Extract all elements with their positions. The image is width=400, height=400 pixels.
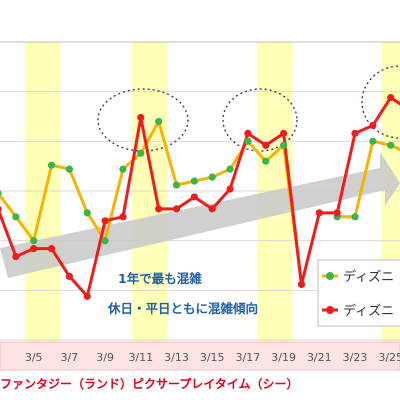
series-2-point (101, 217, 109, 225)
series-1-point (0, 189, 2, 196)
x-tick-label: 3/17 (236, 351, 261, 364)
x-tick-label: 3/15 (200, 351, 225, 364)
weekend-band-3-12 (149, 42, 168, 342)
highlight-oval (361, 65, 400, 139)
series-1-point (351, 213, 359, 221)
series-points (0, 94, 395, 300)
series-1-point (280, 141, 288, 149)
x-tick-label: 3/11 (128, 351, 153, 364)
bottom-caption: ファンタジー（ランド）ピクサープレイタイム（シー） (0, 376, 299, 391)
series-1-point (208, 173, 216, 181)
x-tick-labels: 3/5 3/7 3/9 3/11 3/13 3/15 3/17 3/19 3/21 3/23 3/2… (25, 351, 400, 364)
x-tick-label: 3/7 (61, 351, 79, 364)
series-1-point (83, 209, 91, 217)
legend-label-2: ディズニ (343, 303, 394, 319)
x-tick-label: 3/9 (96, 351, 114, 364)
series-2-point (190, 193, 198, 201)
series-2-point (47, 245, 56, 253)
series-1-point (65, 165, 73, 173)
weekend-band-3-5 (24, 42, 43, 342)
series-2-point (315, 209, 323, 217)
x-tick-label: 3/13 (164, 351, 189, 364)
series-1-point (369, 137, 377, 145)
highlight-oval (222, 88, 298, 152)
series-2-point (172, 205, 181, 213)
series-1-point (30, 237, 38, 245)
x-tick-label: 3/19 (271, 351, 296, 364)
series-1-point (262, 157, 270, 165)
series-2-point (12, 252, 20, 261)
series-1-point (101, 237, 109, 245)
annotation-1: 1年で最も混雑 (118, 271, 202, 286)
date-axis-band (0, 341, 400, 371)
series-2-point (65, 272, 73, 281)
series-2-point (208, 205, 216, 213)
series-1-point (119, 165, 127, 173)
series-2-point (387, 94, 395, 102)
series-2-point (119, 213, 127, 221)
series-2-point (369, 121, 377, 130)
series-1-point (190, 177, 198, 185)
series-2-point (262, 141, 270, 149)
x-tick-label: 3/23 (343, 351, 368, 364)
series-1-point (172, 181, 181, 189)
legend-swatch-marker-1 (326, 272, 334, 280)
legend-swatch-marker-2 (326, 306, 334, 314)
series-1-point (137, 149, 145, 157)
series-2-point (0, 205, 2, 212)
series-1-point (244, 137, 252, 145)
series-2-point (137, 113, 145, 122)
series-2-point (333, 209, 341, 217)
annotation-2: 休日・平日ともに混雑傾向 (107, 301, 258, 316)
x-tick-label: 3/5 (25, 351, 43, 364)
series-1-point (155, 117, 163, 126)
series-2-point (226, 185, 234, 193)
series-1-point (47, 161, 56, 169)
series-1-point (12, 213, 20, 221)
series-1-line (0, 120, 303, 285)
legend-label-1: ディズニ (343, 269, 394, 285)
series-2-point (83, 292, 91, 300)
series-2-point (244, 129, 252, 137)
axis-band (0, 342, 400, 370)
series-2-point (155, 205, 163, 213)
series-2-point (280, 129, 288, 137)
axis-band-border (0, 341, 400, 371)
series-2-point (351, 129, 359, 137)
x-tick-label: 3/21 (307, 351, 332, 364)
legend-box (317, 259, 400, 327)
series-2-point (297, 280, 306, 288)
weekend-band-3-18 (256, 42, 275, 342)
x-tick-label: 3/25 (378, 351, 400, 364)
series-1-point (387, 141, 395, 149)
series-1-point (226, 165, 234, 173)
weekend-band-3-11 (131, 42, 150, 342)
series-2-point (30, 245, 38, 253)
